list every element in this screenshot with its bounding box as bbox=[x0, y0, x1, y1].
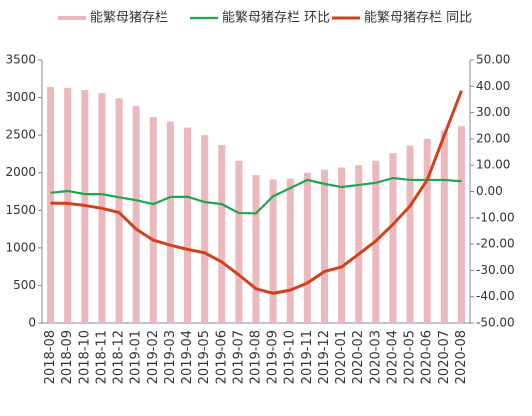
bar bbox=[338, 167, 346, 323]
x-tick-label: 2018-08 bbox=[43, 330, 58, 384]
x-tick-label: 2019-06 bbox=[214, 330, 229, 384]
legend-swatch bbox=[58, 16, 86, 20]
x-tick-label: 2019-02 bbox=[146, 330, 161, 384]
y-tick-label: 2000 bbox=[5, 165, 36, 179]
y2-tick-label: 10.00 bbox=[476, 158, 510, 172]
y-tick-label: 500 bbox=[13, 278, 36, 292]
bar bbox=[440, 130, 448, 323]
x-tick-label: 2019-08 bbox=[249, 330, 264, 384]
bar bbox=[201, 135, 209, 323]
bar bbox=[166, 121, 174, 323]
line bbox=[50, 90, 463, 295]
y2-tick-label: 40.00 bbox=[476, 79, 510, 93]
line bbox=[50, 176, 462, 215]
bar bbox=[252, 174, 260, 323]
bar bbox=[132, 105, 140, 323]
bar bbox=[235, 160, 243, 323]
bar bbox=[303, 172, 311, 323]
bar bbox=[184, 127, 192, 323]
x-tick-label: 2019-05 bbox=[197, 330, 212, 384]
x-tick-label: 2019-11 bbox=[300, 330, 315, 384]
bar bbox=[286, 178, 294, 323]
y2-tick-label: 0.00 bbox=[476, 184, 503, 198]
bar bbox=[47, 87, 55, 324]
x-tick-label: 2019-12 bbox=[317, 330, 332, 384]
x-tick-label: 2019-10 bbox=[283, 330, 298, 384]
legend-label: 能繁母猪存栏 bbox=[90, 10, 168, 26]
bar bbox=[115, 98, 123, 323]
bar bbox=[320, 169, 328, 323]
x-tick-label: 2018-12 bbox=[112, 330, 127, 384]
x-tick-label: 2019-01 bbox=[129, 330, 144, 384]
x-tick-label: 2019-03 bbox=[163, 330, 178, 384]
y2-tick-label: -40.00 bbox=[476, 289, 515, 303]
y2-tick-label: 30.00 bbox=[476, 105, 510, 119]
bar bbox=[406, 145, 414, 323]
legend-label: 能繁母猪存栏 同比 bbox=[364, 10, 472, 26]
x-tick-label: 2020-05 bbox=[403, 330, 418, 384]
bar bbox=[64, 87, 72, 323]
y-tick-label: 0 bbox=[28, 316, 36, 330]
bar bbox=[389, 153, 397, 323]
bar bbox=[355, 165, 363, 323]
x-tick-label: 2018-11 bbox=[94, 330, 109, 384]
x-tick-label: 2018-09 bbox=[60, 330, 75, 384]
x-tick-label: 2020-01 bbox=[334, 330, 349, 384]
y2-tick-label: 20.00 bbox=[476, 131, 510, 145]
y2-tick-label: -50.00 bbox=[476, 316, 515, 330]
x-tick-label: 2019-09 bbox=[266, 330, 281, 384]
y2-tick-label: -20.00 bbox=[476, 237, 515, 251]
y-tick-label: 3500 bbox=[5, 53, 36, 67]
x-tick-label: 2020-06 bbox=[420, 330, 435, 384]
y2-tick-label: 50.00 bbox=[476, 53, 510, 67]
x-tick-label: 2020-04 bbox=[385, 330, 400, 384]
x-tick-label: 2020-07 bbox=[437, 330, 452, 384]
x-tick-label: 2020-02 bbox=[351, 330, 366, 384]
y-tick-label: 1500 bbox=[5, 203, 36, 217]
y2-tick-label: -30.00 bbox=[476, 263, 515, 277]
bar bbox=[457, 126, 465, 323]
bar bbox=[218, 144, 226, 323]
y-tick-label: 2500 bbox=[5, 128, 36, 142]
y-tick-label: 1000 bbox=[5, 240, 36, 254]
x-tick-label: 2018-10 bbox=[77, 330, 92, 384]
x-tick-label: 2020-03 bbox=[368, 330, 383, 384]
x-tick-label: 2019-07 bbox=[231, 330, 246, 384]
bar bbox=[269, 179, 277, 323]
bar bbox=[149, 117, 157, 323]
bar bbox=[423, 138, 431, 323]
y-tick-label: 3000 bbox=[5, 90, 36, 104]
y2-tick-label: -10.00 bbox=[476, 210, 515, 224]
x-tick-label: 2020-08 bbox=[454, 330, 469, 384]
x-tick-label: 2019-04 bbox=[180, 330, 195, 384]
legend-label: 能繁母猪存栏 环比 bbox=[222, 10, 330, 26]
